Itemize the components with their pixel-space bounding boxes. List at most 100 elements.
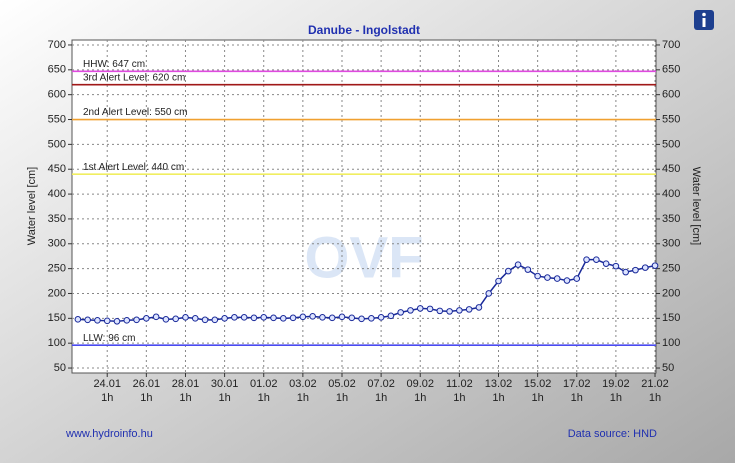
data-point bbox=[436, 307, 444, 315]
y-tick-label: 450 bbox=[48, 163, 66, 175]
footer-link[interactable]: www.hydroinfo.hu bbox=[65, 428, 153, 440]
data-point bbox=[133, 316, 140, 324]
x-tick-sublabel: 1h bbox=[414, 392, 426, 404]
x-tick-label: 17.02 bbox=[563, 378, 591, 390]
y2-axis-label: Water level [cm] bbox=[690, 167, 702, 245]
x-tick-sublabel: 1h bbox=[336, 392, 348, 404]
data-point bbox=[338, 313, 346, 321]
threshold-label: 3rd Alert Level: 620 cm bbox=[83, 72, 185, 83]
x-tick-sublabel: 1h bbox=[297, 392, 309, 404]
y-tick-label: 200 bbox=[48, 287, 66, 299]
data-point bbox=[475, 304, 483, 311]
x-tick-label: 19.02 bbox=[602, 378, 630, 390]
data-point bbox=[240, 314, 248, 321]
data-point bbox=[231, 314, 238, 321]
x-tick-sublabel: 1h bbox=[375, 392, 387, 404]
x-tick-sublabel: 1h bbox=[492, 392, 504, 404]
y-tick-label: 600 bbox=[48, 89, 66, 101]
data-point bbox=[397, 309, 404, 316]
data-point bbox=[123, 317, 131, 324]
data-point bbox=[602, 260, 610, 267]
threshold-label: LLW: 96 cm bbox=[83, 333, 135, 344]
plot-area bbox=[71, 39, 657, 374]
data-point bbox=[74, 316, 82, 323]
y2-tick-label: 700 bbox=[662, 39, 680, 51]
y2-tick-label: 550 bbox=[662, 113, 680, 125]
x-tick-label: 07.02 bbox=[367, 378, 395, 390]
y2-tick-label: 450 bbox=[662, 163, 680, 175]
y-tick-label: 300 bbox=[48, 238, 66, 250]
data-point bbox=[485, 290, 493, 297]
footer-source: Data source: HND bbox=[568, 428, 657, 440]
y2-tick-label: 300 bbox=[662, 238, 680, 250]
data-point bbox=[348, 314, 356, 322]
x-tick-label: 15.02 bbox=[524, 378, 552, 390]
y-tick-label: 550 bbox=[48, 113, 66, 125]
y-tick-label: 700 bbox=[48, 39, 66, 51]
x-tick-sublabel: 1h bbox=[218, 392, 230, 404]
data-point bbox=[583, 256, 590, 263]
data-point bbox=[426, 305, 434, 313]
data-point bbox=[593, 256, 600, 263]
y-tick-label: 500 bbox=[48, 138, 66, 150]
data-point bbox=[172, 315, 179, 323]
data-point bbox=[368, 315, 375, 322]
y2-tick-label: 100 bbox=[662, 337, 680, 349]
data-point bbox=[612, 262, 620, 270]
data-point bbox=[299, 313, 307, 321]
data-point bbox=[319, 314, 326, 321]
y-tick-label: 100 bbox=[48, 337, 66, 349]
y2-tick-label: 500 bbox=[662, 138, 680, 150]
data-point bbox=[328, 314, 336, 322]
data-point bbox=[211, 316, 219, 324]
data-point bbox=[191, 315, 199, 322]
data-point bbox=[622, 268, 629, 276]
data-point bbox=[651, 262, 659, 269]
x-tick-sublabel: 1h bbox=[610, 392, 622, 404]
data-point bbox=[84, 316, 91, 324]
chart-title: Danube - Ingolstadt bbox=[308, 23, 420, 37]
y2-tick-label: 400 bbox=[662, 188, 680, 200]
data-point bbox=[358, 315, 365, 323]
x-tick-sublabel: 1h bbox=[453, 392, 465, 404]
threshold-label: HHW: 647 cm bbox=[83, 59, 145, 70]
data-point bbox=[641, 264, 649, 271]
y-tick-label: 350 bbox=[48, 213, 66, 225]
x-tick-sublabel: 1h bbox=[649, 392, 661, 404]
y-tick-label: 150 bbox=[48, 312, 66, 324]
y2-tick-label: 200 bbox=[662, 287, 680, 299]
data-point bbox=[182, 314, 189, 321]
data-point bbox=[201, 316, 209, 324]
plot-layer: 50 50 100 100 150 150 200 200 250 250 300 300 350 350… bbox=[48, 39, 681, 404]
data-point bbox=[221, 315, 228, 322]
x-tick-sublabel: 1h bbox=[179, 392, 191, 404]
x-tick-label: 03.02 bbox=[289, 378, 317, 390]
data-point bbox=[103, 317, 111, 325]
x-tick-label: 21.02 bbox=[641, 378, 669, 390]
data-point bbox=[260, 314, 268, 321]
data-point bbox=[270, 314, 277, 322]
data-point bbox=[563, 277, 571, 284]
data-point bbox=[456, 307, 463, 314]
y-axis-label: Water level [cm] bbox=[26, 167, 38, 245]
data-point bbox=[113, 318, 121, 325]
x-tick-sublabel: 1h bbox=[101, 392, 113, 404]
info-icon[interactable] bbox=[694, 10, 714, 30]
data-point bbox=[544, 274, 551, 281]
x-tick-sublabel: 1h bbox=[532, 392, 544, 404]
y-tick-label: 250 bbox=[48, 263, 66, 275]
data-point bbox=[309, 313, 316, 320]
data-point bbox=[534, 272, 541, 280]
data-point bbox=[495, 277, 502, 285]
data-point bbox=[416, 305, 424, 312]
data-point bbox=[514, 261, 522, 268]
data-point bbox=[632, 266, 639, 274]
y2-tick-label: 50 bbox=[662, 362, 674, 374]
y-tick-label: 650 bbox=[48, 64, 66, 76]
y-tick-label: 50 bbox=[54, 362, 66, 374]
y-tick-label: 400 bbox=[48, 188, 66, 200]
data-point bbox=[504, 267, 512, 275]
data-point bbox=[143, 315, 150, 322]
data-point bbox=[289, 314, 297, 322]
